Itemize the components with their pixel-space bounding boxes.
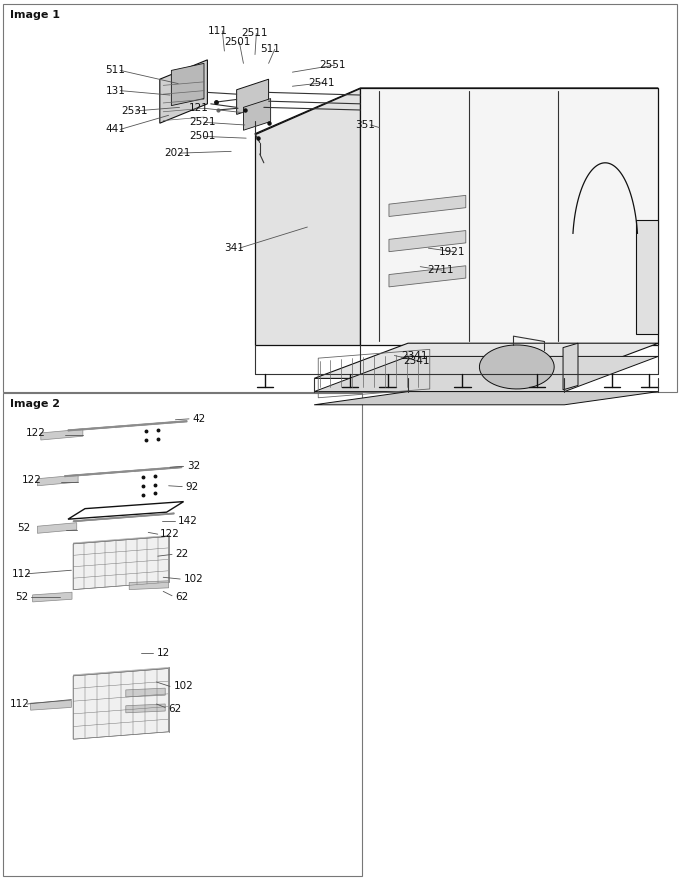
Polygon shape [479, 345, 554, 389]
Polygon shape [314, 356, 658, 392]
Text: 2711: 2711 [427, 265, 454, 275]
Polygon shape [255, 88, 360, 345]
Text: 111: 111 [207, 26, 227, 36]
Polygon shape [33, 592, 72, 602]
Text: 2021: 2021 [165, 148, 191, 158]
Polygon shape [73, 667, 169, 676]
Polygon shape [73, 669, 169, 739]
Text: 1921: 1921 [439, 246, 465, 257]
Text: 102: 102 [184, 574, 203, 584]
Text: 2511: 2511 [241, 28, 268, 39]
Text: 2341: 2341 [403, 356, 430, 366]
Text: 62: 62 [169, 704, 182, 715]
Text: 122: 122 [26, 428, 46, 438]
Polygon shape [389, 195, 466, 216]
Text: 112: 112 [10, 699, 30, 709]
Text: 112: 112 [12, 568, 32, 579]
Bar [3, 393, 362, 876]
Text: 52: 52 [15, 591, 28, 602]
Text: 52: 52 [17, 523, 30, 533]
Text: 511: 511 [260, 44, 279, 55]
Text: Image 1: Image 1 [10, 10, 61, 20]
Polygon shape [73, 513, 174, 522]
Polygon shape [360, 88, 658, 345]
Text: 42: 42 [192, 414, 205, 424]
Text: 2501: 2501 [189, 131, 216, 142]
Polygon shape [126, 688, 165, 697]
Polygon shape [160, 60, 207, 123]
Text: 32: 32 [187, 461, 200, 472]
Polygon shape [237, 79, 269, 114]
Polygon shape [314, 392, 658, 405]
Text: 2341: 2341 [401, 350, 428, 361]
Polygon shape [65, 466, 182, 477]
Polygon shape [73, 536, 169, 544]
Polygon shape [37, 475, 78, 486]
Text: 2521: 2521 [189, 117, 216, 128]
Text: 441: 441 [105, 124, 125, 135]
Polygon shape [41, 429, 83, 440]
Polygon shape [389, 231, 466, 252]
Text: 2541: 2541 [308, 77, 335, 88]
Polygon shape [37, 523, 77, 533]
Polygon shape [255, 88, 658, 134]
Polygon shape [68, 421, 187, 431]
Text: 511: 511 [105, 65, 125, 76]
Bar [3, 4, 677, 392]
Text: 92: 92 [185, 481, 198, 492]
Polygon shape [31, 700, 71, 710]
Text: 102: 102 [173, 681, 193, 692]
Text: 2531: 2531 [121, 106, 148, 116]
Text: 121: 121 [189, 103, 209, 114]
Text: 131: 131 [105, 85, 125, 96]
Polygon shape [636, 220, 658, 334]
Text: 2501: 2501 [224, 37, 251, 48]
Polygon shape [314, 343, 658, 378]
Polygon shape [129, 581, 169, 590]
Polygon shape [73, 537, 169, 590]
Text: 341: 341 [224, 243, 244, 253]
Text: 62: 62 [175, 591, 188, 602]
Polygon shape [389, 266, 466, 287]
Text: 2551: 2551 [320, 60, 346, 70]
Text: 12: 12 [156, 648, 169, 658]
Polygon shape [563, 343, 578, 390]
Text: 122: 122 [22, 474, 41, 485]
Text: 22: 22 [175, 549, 188, 560]
Text: 351: 351 [356, 120, 375, 130]
Text: 122: 122 [160, 529, 180, 539]
Polygon shape [171, 63, 204, 106]
Polygon shape [243, 99, 271, 130]
Polygon shape [126, 704, 165, 713]
Text: Image 2: Image 2 [10, 399, 61, 409]
Text: 142: 142 [178, 516, 198, 526]
